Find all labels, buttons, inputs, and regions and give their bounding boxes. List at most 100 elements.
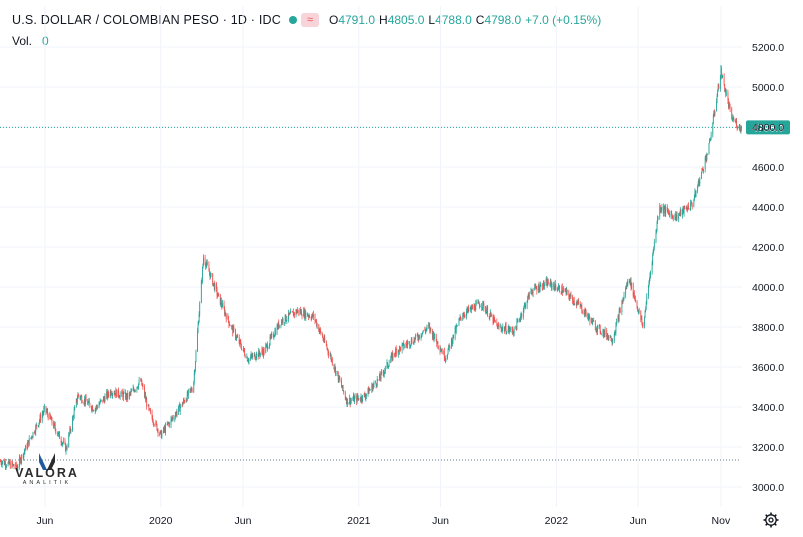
candle-body [618, 315, 620, 321]
candle-body [678, 214, 680, 220]
candle-body [128, 392, 130, 399]
candle-body [281, 320, 282, 325]
valora-logo-mark-icon [39, 453, 55, 470]
candle-body [375, 382, 377, 386]
candle-body [387, 362, 388, 367]
candle-body [561, 286, 563, 293]
candle-body [580, 305, 582, 307]
candle-body [81, 402, 83, 404]
candle-body [315, 320, 317, 322]
candle-body [436, 341, 438, 344]
candle-body [361, 400, 363, 402]
candle-body [424, 330, 426, 332]
candle-body [64, 440, 66, 444]
candle-body [140, 379, 142, 381]
y-tick-label: 3400.0 [752, 402, 784, 414]
candle-body [701, 168, 703, 173]
candle-body [53, 423, 54, 428]
candle-body [171, 417, 172, 419]
candle-body [368, 388, 369, 394]
candle-body [146, 399, 148, 407]
candle-body [118, 389, 119, 396]
candle-body [604, 329, 606, 335]
candle-body [524, 303, 526, 306]
candle-body [296, 311, 298, 314]
candle-body [172, 417, 174, 419]
candle-body [79, 395, 81, 399]
candle-body [127, 393, 129, 399]
candle-body [180, 403, 182, 408]
candle-body [205, 264, 207, 267]
candle-body [699, 178, 701, 185]
candle-body [599, 325, 601, 333]
candle-body [39, 415, 41, 421]
candle-body [156, 424, 158, 431]
candle-body [384, 370, 386, 373]
candle-body [679, 213, 681, 215]
candle-body [75, 399, 77, 407]
candle-body [168, 422, 170, 424]
candle-body [432, 332, 434, 338]
candle-body [634, 297, 636, 299]
candle-body [9, 462, 11, 464]
candle-body [121, 391, 123, 394]
candle-body [299, 310, 301, 314]
candle-body [59, 432, 60, 439]
candle-body [474, 305, 476, 310]
candle-body [494, 319, 496, 321]
candle-body [496, 324, 498, 329]
candle-body [517, 320, 519, 322]
candle-body [713, 112, 715, 115]
candle-body [413, 338, 415, 344]
candle-body [130, 390, 132, 394]
candle-body [72, 417, 73, 430]
candle-body [587, 316, 589, 319]
candle-body [422, 332, 424, 334]
candle-body [391, 353, 393, 360]
candle-body [92, 410, 94, 412]
candle-body [475, 302, 477, 304]
candle-body [360, 396, 362, 401]
candle-body [545, 280, 547, 285]
wave-icon[interactable]: ≈ [300, 13, 319, 27]
candle-body [520, 316, 522, 320]
candle-body [337, 373, 339, 381]
candle-body [329, 354, 331, 357]
candle-body [35, 425, 37, 433]
candle-body [719, 77, 721, 89]
candle-body [80, 396, 82, 398]
candle-body [350, 400, 352, 402]
candle-body [95, 408, 97, 410]
candle-body [494, 320, 496, 323]
candle-body [327, 348, 328, 350]
candle-body [110, 390, 111, 397]
candle-body [437, 346, 439, 348]
candle-body [400, 347, 401, 351]
candle-body [72, 416, 74, 418]
candle-body [210, 273, 212, 275]
candle-body [674, 213, 676, 220]
candle-body [452, 341, 453, 345]
candle-body [212, 273, 214, 286]
candle-body [330, 355, 332, 357]
symbol-title[interactable]: U.S. DOLLAR / COLOMBIAN PESO · 1D · IDC [12, 13, 281, 27]
candle-body [138, 383, 139, 388]
gear-icon[interactable] [763, 512, 779, 528]
candle-body [542, 281, 544, 289]
candle-body [570, 294, 571, 297]
candle-body [251, 354, 253, 356]
candle-body [600, 332, 602, 334]
candle-body [725, 92, 727, 96]
candle-body [296, 310, 297, 314]
candle-body [176, 412, 177, 416]
x-tick-label: Jun [630, 515, 647, 527]
candle-body [250, 356, 251, 359]
candle-body [641, 318, 643, 324]
candle-body [738, 125, 740, 128]
candle-body [656, 223, 658, 230]
candle-body [653, 242, 655, 248]
candle-body [91, 406, 93, 410]
candle-body [415, 334, 417, 338]
volume-indicator[interactable]: Vol. 0 [12, 34, 49, 48]
